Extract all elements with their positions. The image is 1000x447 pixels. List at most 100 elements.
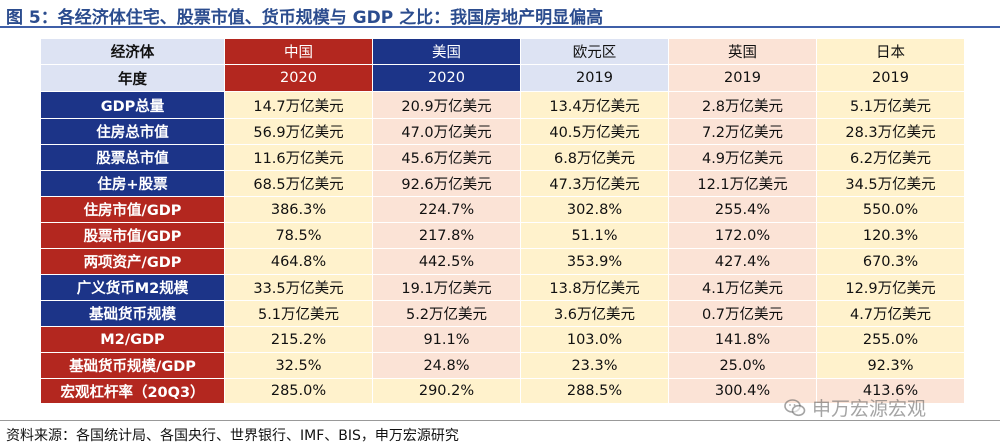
table-cell: 91.1% bbox=[372, 326, 521, 353]
header-eurozone: 欧元区 bbox=[520, 38, 669, 65]
comparison-table: 经济体 中国 美国 欧元区 英国 日本 年度 2020 2020 2019 20… bbox=[40, 38, 965, 404]
table-cell: 20.9万亿美元 bbox=[372, 91, 521, 119]
table-cell: 6.2万亿美元 bbox=[816, 144, 965, 171]
table-cell: 6.8万亿美元 bbox=[520, 144, 669, 171]
header-row-economy: 经济体 中国 美国 欧元区 英国 日本 bbox=[40, 38, 965, 65]
header-row-year: 年度 2020 2020 2019 2019 2019 bbox=[40, 64, 965, 92]
table-cell: 28.3万亿美元 bbox=[816, 118, 965, 145]
header-china: 中国 bbox=[224, 38, 373, 65]
table-cell: 13.4万亿美元 bbox=[520, 91, 669, 119]
table-row: 住房总市值 56.9万亿美元 47.0万亿美元 40.5万亿美元 7.2万亿美元 28.3… bbox=[40, 118, 965, 145]
year-china: 2020 bbox=[224, 64, 373, 92]
table-cell: 103.0% bbox=[520, 326, 669, 353]
table-cell: 4.1万亿美元 bbox=[668, 274, 817, 301]
row-label: M2/GDP bbox=[40, 326, 225, 353]
table-cell: 217.8% bbox=[372, 222, 521, 249]
table-cell: 13.8万亿美元 bbox=[520, 274, 669, 301]
table-cell: 51.1% bbox=[520, 222, 669, 249]
table-cell: 141.8% bbox=[668, 326, 817, 353]
bottom-divider bbox=[0, 420, 1000, 421]
row-label: 股票市值/GDP bbox=[40, 222, 225, 249]
table-cell: 302.8% bbox=[520, 196, 669, 223]
header-japan: 日本 bbox=[816, 38, 965, 65]
table-row: GDP总量 14.7万亿美元 20.9万亿美元 13.4万亿美元 2.8万亿美元 5.1万… bbox=[40, 91, 965, 119]
table-cell: 255.0% bbox=[816, 326, 965, 353]
table-cell: 78.5% bbox=[224, 222, 373, 249]
table-cell: 12.1万亿美元 bbox=[668, 170, 817, 197]
table-cell: 40.5万亿美元 bbox=[520, 118, 669, 145]
table-cell: 5.1万亿美元 bbox=[224, 300, 373, 327]
table-cell: 25.0% bbox=[668, 352, 817, 379]
table-cell: 5.2万亿美元 bbox=[372, 300, 521, 327]
year-usa: 2020 bbox=[372, 64, 521, 92]
table-row: 广义货币M2规模 33.5万亿美元 19.1万亿美元 13.8万亿美元 4.1万亿美元 1… bbox=[40, 274, 965, 301]
header-label-economy: 经济体 bbox=[40, 38, 225, 65]
table-cell: 0.7万亿美元 bbox=[668, 300, 817, 327]
table-cell: 224.7% bbox=[372, 196, 521, 223]
table-row: 股票总市值 11.6万亿美元 45.6万亿美元 6.8万亿美元 4.9万亿美元 6.2万亿… bbox=[40, 144, 965, 171]
table-cell: 19.1万亿美元 bbox=[372, 274, 521, 301]
row-label: 广义货币M2规模 bbox=[40, 274, 225, 301]
table-row: 基础货币规模 5.1万亿美元 5.2万亿美元 3.6万亿美元 0.7万亿美元 4.7万亿美… bbox=[40, 300, 965, 327]
table-row: 两项资产/GDP 464.8% 442.5% 353.9% 427.4% 670.3% bbox=[40, 248, 965, 275]
wechat-icon bbox=[784, 398, 806, 416]
header-usa: 美国 bbox=[372, 38, 521, 65]
table-cell: 442.5% bbox=[372, 248, 521, 275]
table-cell: 24.8% bbox=[372, 352, 521, 379]
table-cell: 3.6万亿美元 bbox=[520, 300, 669, 327]
table-cell: 413.6% bbox=[816, 378, 965, 404]
table-cell: 5.1万亿美元 bbox=[816, 91, 965, 119]
row-label: 基础货币规模 bbox=[40, 300, 225, 327]
table-cell: 92.6万亿美元 bbox=[372, 170, 521, 197]
row-label: 基础货币规模/GDP bbox=[40, 352, 225, 379]
table-cell: 215.2% bbox=[224, 326, 373, 353]
table-cell: 172.0% bbox=[668, 222, 817, 249]
year-uk: 2019 bbox=[668, 64, 817, 92]
title-divider bbox=[0, 26, 1000, 28]
table-cell: 2.8万亿美元 bbox=[668, 91, 817, 119]
table-cell: 290.2% bbox=[372, 378, 521, 404]
table-cell: 4.9万亿美元 bbox=[668, 144, 817, 171]
table-cell: 11.6万亿美元 bbox=[224, 144, 373, 171]
table-cell: 32.5% bbox=[224, 352, 373, 379]
row-label: 住房总市值 bbox=[40, 118, 225, 145]
table-cell: 33.5万亿美元 bbox=[224, 274, 373, 301]
year-japan: 2019 bbox=[816, 64, 965, 92]
table-cell: 4.7万亿美元 bbox=[816, 300, 965, 327]
row-label: 住房+股票 bbox=[40, 170, 225, 197]
table-cell: 7.2万亿美元 bbox=[668, 118, 817, 145]
table-cell: 92.3% bbox=[816, 352, 965, 379]
table-cell: 427.4% bbox=[668, 248, 817, 275]
table-body: GDP总量 14.7万亿美元 20.9万亿美元 13.4万亿美元 2.8万亿美元 5.1万… bbox=[40, 91, 965, 404]
table-cell: 47.0万亿美元 bbox=[372, 118, 521, 145]
table-cell: 34.5万亿美元 bbox=[816, 170, 965, 197]
table-cell: 285.0% bbox=[224, 378, 373, 404]
table-row: 基础货币规模/GDP 32.5% 24.8% 23.3% 25.0% 92.3% bbox=[40, 352, 965, 379]
table-cell: 464.8% bbox=[224, 248, 373, 275]
table-cell: 670.3% bbox=[816, 248, 965, 275]
table-cell: 68.5万亿美元 bbox=[224, 170, 373, 197]
year-eurozone: 2019 bbox=[520, 64, 669, 92]
table-row: 住房+股票 68.5万亿美元 92.6万亿美元 47.3万亿美元 12.1万亿美元 34.… bbox=[40, 170, 965, 197]
table-cell: 12.9万亿美元 bbox=[816, 274, 965, 301]
table-cell: 550.0% bbox=[816, 196, 965, 223]
table-row: 住房市值/GDP 386.3% 224.7% 302.8% 255.4% 550.0% bbox=[40, 196, 965, 223]
header-uk: 英国 bbox=[668, 38, 817, 65]
source-note: 资料来源：各国统计局、各国央行、世界银行、IMF、BIS，申万宏源研究 bbox=[6, 428, 459, 444]
table-cell: 353.9% bbox=[520, 248, 669, 275]
row-label: 宏观杠杆率（20Q3） bbox=[40, 378, 225, 404]
table-row: M2/GDP 215.2% 91.1% 103.0% 141.8% 255.0% bbox=[40, 326, 965, 353]
table-row: 股票市值/GDP 78.5% 217.8% 51.1% 172.0% 120.3% bbox=[40, 222, 965, 249]
table-cell: 47.3万亿美元 bbox=[520, 170, 669, 197]
row-label: 股票总市值 bbox=[40, 144, 225, 171]
header-label-year: 年度 bbox=[40, 64, 225, 92]
table-cell: 45.6万亿美元 bbox=[372, 144, 521, 171]
table-cell: 386.3% bbox=[224, 196, 373, 223]
table-cell: 288.5% bbox=[520, 378, 669, 404]
figure-title: 图 5：各经济体住宅、股票市值、货币规模与 GDP 之比：我国房地产明显偏高 bbox=[6, 8, 604, 28]
table-cell: 14.7万亿美元 bbox=[224, 91, 373, 119]
table-cell: 255.4% bbox=[668, 196, 817, 223]
watermark: 申万宏源宏观 bbox=[784, 394, 926, 421]
row-label: 两项资产/GDP bbox=[40, 248, 225, 275]
table-cell: 120.3% bbox=[816, 222, 965, 249]
